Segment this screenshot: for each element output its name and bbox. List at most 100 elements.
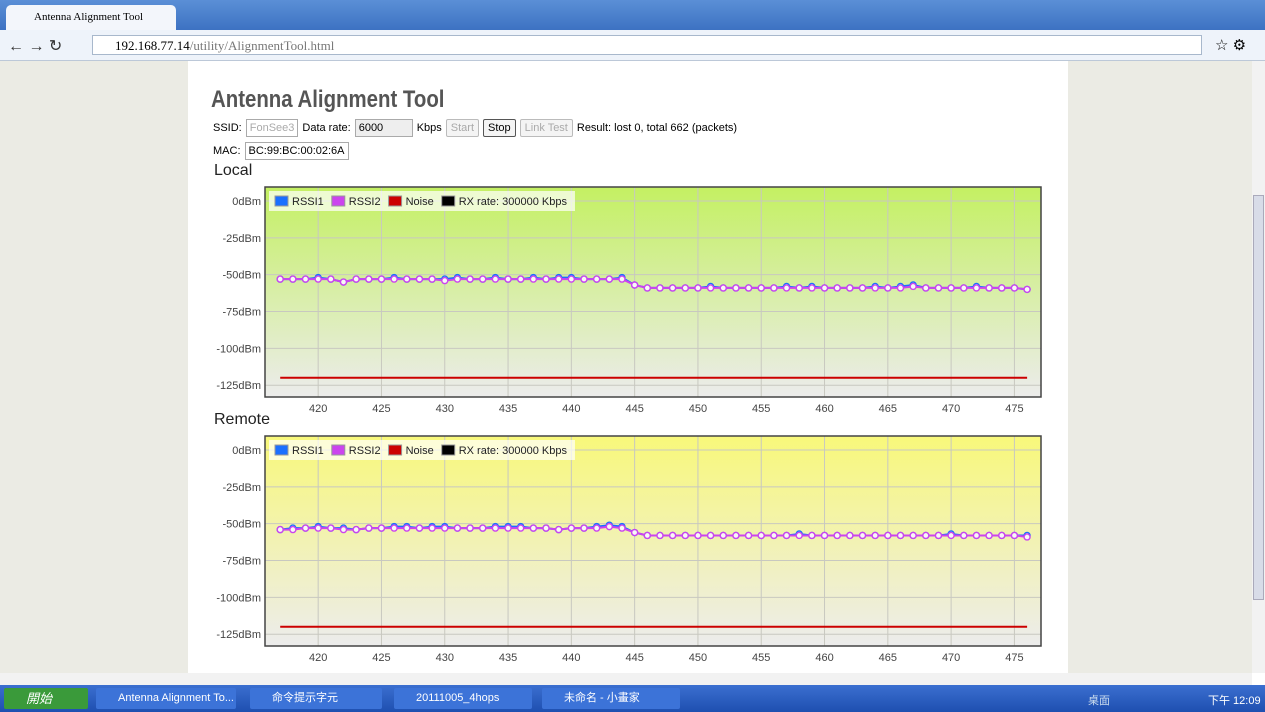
legend-swatch (388, 444, 403, 456)
point (630, 281, 639, 289)
legend-box (269, 191, 575, 211)
point (529, 524, 538, 532)
point (542, 524, 550, 532)
point (998, 531, 1006, 540)
plot-border (264, 186, 1042, 398)
point (301, 524, 310, 532)
h-scrollbar[interactable] (0, 673, 1252, 685)
point (820, 284, 829, 292)
point (858, 531, 867, 540)
x-tick-label: 430 (436, 403, 454, 415)
point (643, 284, 652, 292)
y-tick-label: -125dBm (216, 380, 261, 392)
result: Result: lost 0, total 662 (packets) (576, 122, 738, 134)
nav-buttons[interactable]: ← → ↻ (8, 38, 63, 55)
link-test-button[interactable]: Link Test (519, 119, 573, 137)
point (377, 524, 386, 532)
point (656, 284, 664, 292)
charts: Local 0dBm -25dBm -50dBm -75dBm -100dBm -125dB… (214, 162, 1042, 664)
legend-label: Noise (406, 196, 434, 208)
point (871, 531, 879, 540)
x-tick-label: 475 (1005, 403, 1023, 415)
start-button[interactable]: 開始 (4, 688, 88, 709)
mac-select[interactable]: BC:99:BC:00:02:6A (244, 142, 349, 160)
legend-swatch (441, 444, 456, 456)
start-button[interactable]: Start (445, 119, 480, 137)
point (808, 284, 816, 292)
point (453, 524, 462, 532)
point (757, 284, 765, 292)
url-field[interactable]: 192.168.77.14/utility/AlignmentTool.html (92, 35, 1202, 55)
point (871, 284, 879, 292)
point (833, 284, 841, 292)
point (377, 275, 386, 283)
stop-button[interactable]: Stop (483, 119, 516, 137)
legend-label: RX rate: 300000 Kbps (459, 445, 568, 457)
toolbar-icons[interactable]: ☆ ⚙ (1215, 37, 1247, 54)
scroll-thumb[interactable] (1253, 195, 1264, 600)
label: SSID: (213, 122, 242, 134)
legend: RSSI1 RSSI2 Noise RX rate: 300000 Kbps (269, 440, 575, 460)
point (327, 524, 335, 532)
point (428, 275, 436, 283)
legend-box (269, 440, 575, 460)
point (415, 275, 424, 283)
point (517, 275, 525, 283)
point (960, 531, 968, 540)
point (504, 524, 512, 532)
legend: RSSI1 RSSI2 Noise RX rate: 300000 Kbps (269, 191, 575, 211)
legend-swatch (331, 444, 346, 456)
x-tick-label: 445 (625, 652, 643, 664)
point (517, 524, 525, 532)
point (605, 275, 614, 283)
x-tick-label: 455 (752, 403, 770, 415)
point (681, 284, 689, 292)
point (972, 531, 981, 540)
x-tick-label: 435 (499, 652, 517, 664)
x-tick-label: 465 (879, 652, 897, 664)
point (580, 275, 588, 283)
point (846, 284, 854, 292)
point (453, 275, 462, 283)
desktop[interactable]: 桌面 (1088, 695, 1110, 707)
point (580, 524, 588, 532)
task-item[interactable]: 命令提示字元 (250, 688, 382, 709)
task-item[interactable]: 未命名 - 小畫家 (542, 688, 680, 709)
point (795, 284, 803, 292)
point (415, 524, 424, 532)
legend-label: RSSI2 (349, 445, 381, 457)
point (998, 284, 1006, 292)
ssid-select[interactable]: FonSee3 (245, 119, 299, 137)
x-tick-label: 435 (499, 403, 517, 415)
y-tick-label: -25dBm (222, 482, 261, 494)
point (390, 275, 398, 283)
point (618, 275, 626, 283)
task-item[interactable]: Antenna Alignment To... (96, 688, 236, 709)
y-tick-label: -75dBm (222, 307, 261, 319)
point (441, 524, 449, 532)
chart-title: Remote (214, 411, 270, 428)
y-tick-label: -75dBm (222, 556, 261, 568)
point (352, 525, 360, 534)
controls-row: SSID: FonSee3 Data rate: 6000 Kbps Start… (213, 119, 737, 137)
point (491, 524, 500, 532)
point (858, 284, 867, 292)
point (567, 275, 576, 283)
point (1010, 531, 1019, 540)
point (1010, 284, 1019, 292)
point (947, 531, 955, 540)
y-tick-label: -50dBm (222, 519, 261, 531)
point (782, 531, 791, 540)
url-host: 192.168.77.14 (115, 38, 190, 53)
task-item[interactable]: 20111005_4hops (394, 688, 532, 709)
point (795, 531, 803, 540)
point (922, 531, 930, 540)
point (643, 531, 652, 540)
point (630, 528, 639, 537)
tab[interactable]: Antenna Alignment Tool (6, 5, 176, 30)
point (314, 275, 322, 283)
point (592, 275, 601, 283)
x-tick-label: 425 (372, 652, 390, 664)
rate-input[interactable]: 6000 (354, 119, 413, 137)
point (694, 284, 702, 292)
